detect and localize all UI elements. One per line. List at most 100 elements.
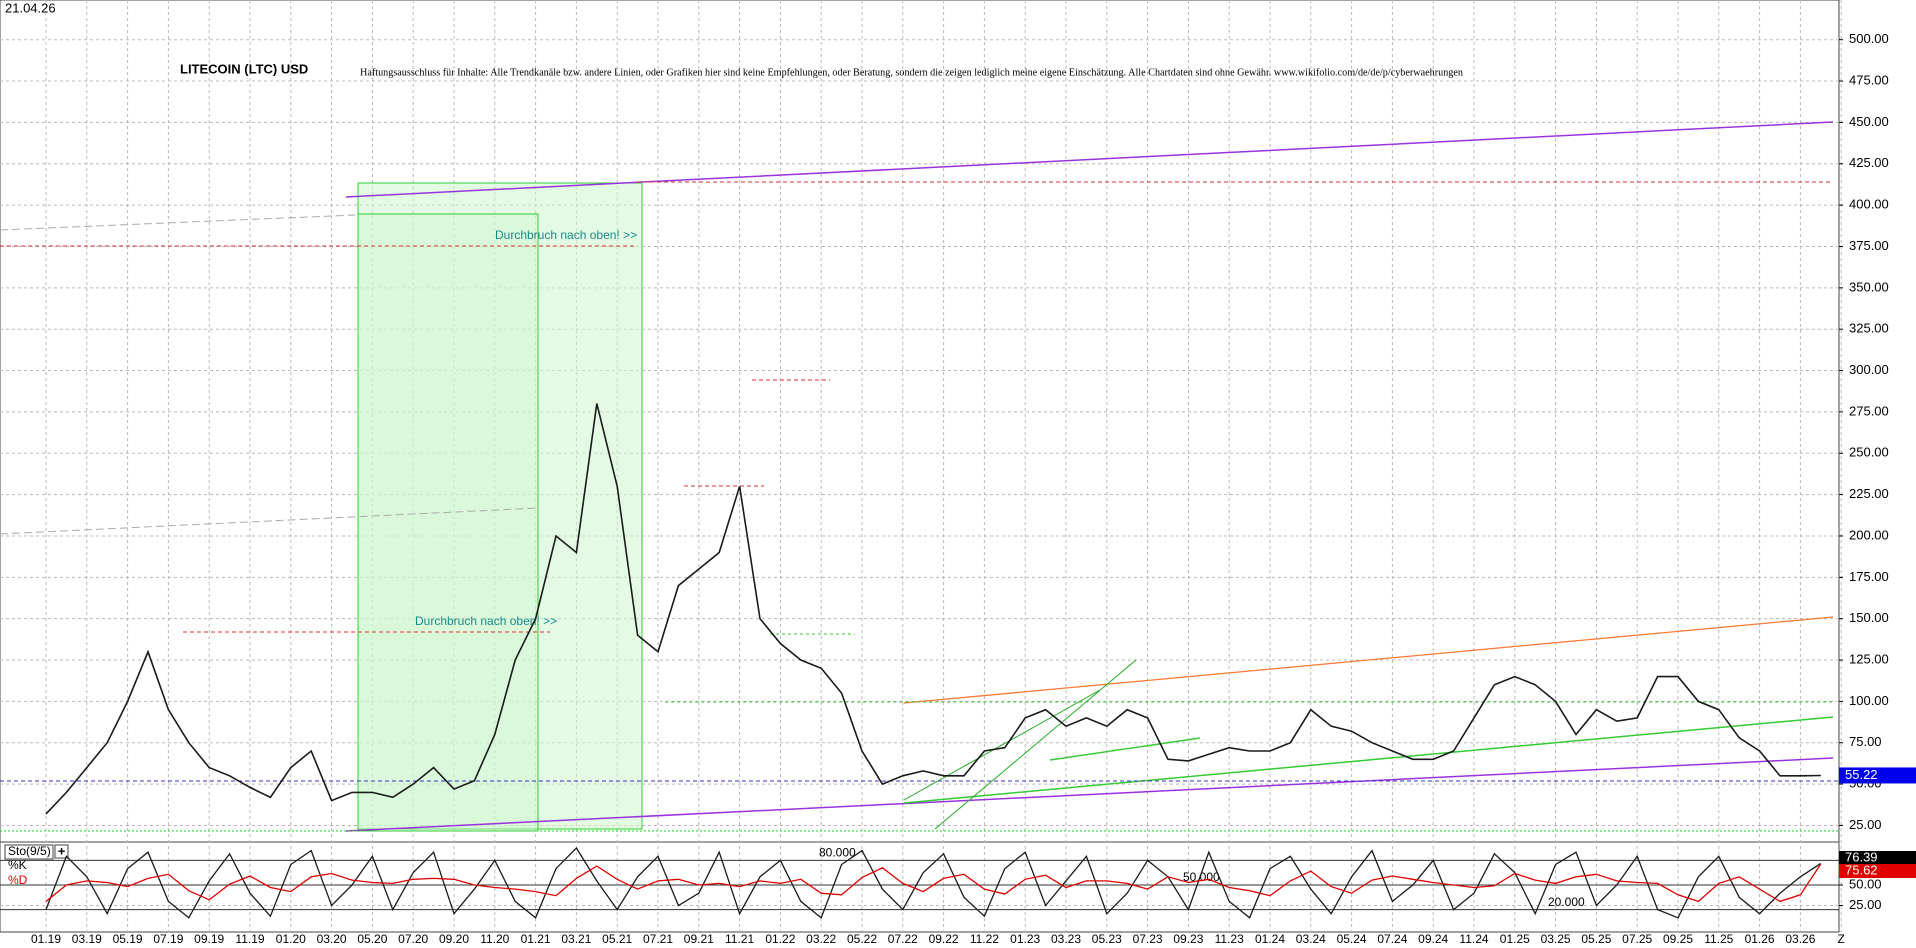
- trend-line: [1049, 737, 1201, 761]
- legend-label: %D: [8, 873, 28, 887]
- x-tick-label: 05.19: [113, 932, 143, 946]
- indicator-title: Sto(9/5): [8, 844, 51, 858]
- y-tick-label: 500.00: [1849, 31, 1889, 46]
- y-tick-label: 400.00: [1849, 197, 1889, 212]
- x-tick-label: 07.22: [888, 932, 918, 946]
- y-tick-label: 325.00: [1849, 321, 1889, 336]
- x-tick-label: 01.19: [31, 932, 61, 946]
- y-tick-label: 425.00: [1849, 155, 1889, 170]
- x-tick-label: 03.26: [1785, 932, 1815, 946]
- y-tick-label: 25.00: [1849, 897, 1882, 912]
- y-tick-label: 250.00: [1849, 445, 1889, 460]
- series-line: [45, 863, 1822, 903]
- x-tick-label: 09.25: [1663, 932, 1693, 946]
- grid: [0, 0, 1842, 932]
- x-tick-label: 03.23: [1051, 932, 1081, 946]
- y-tick-label: 150.00: [1849, 610, 1889, 625]
- breakout-box: [357, 182, 643, 830]
- x-tick-label: 11.20: [480, 932, 509, 946]
- x-tick-label: 05.22: [847, 932, 877, 946]
- x-tick-label: 01.21: [521, 932, 551, 946]
- value-flag-label: 75.62: [1845, 862, 1878, 877]
- legend-label: %K: [8, 858, 27, 872]
- y-tick-label: 25.00: [1849, 817, 1882, 832]
- trend-line: [903, 689, 1101, 801]
- y-tick-label: 475.00: [1849, 72, 1889, 87]
- breakout-box: [357, 213, 539, 832]
- y-tick-label: 375.00: [1849, 238, 1889, 253]
- x-tick-label: 09.23: [1173, 932, 1203, 946]
- trend-line: [345, 121, 1834, 198]
- x-tick-label: 01.26: [1745, 932, 1775, 946]
- x-tick-label: 09.22: [929, 932, 959, 946]
- trend-line: [934, 659, 1137, 830]
- x-tick-label: 11.24: [1459, 932, 1488, 946]
- y-tick-label: 175.00: [1849, 569, 1889, 584]
- x-tick-label: 09.24: [1418, 932, 1448, 946]
- drawings: [0, 121, 1839, 832]
- x-tick-label: 03.24: [1296, 932, 1326, 946]
- x-tick-label: 03.22: [806, 932, 836, 946]
- x-tick-label: 01.25: [1500, 932, 1530, 946]
- x-tick-label: 11.23: [1215, 932, 1244, 946]
- x-tick-label: 09.20: [439, 932, 469, 946]
- x-tick-label: 07.20: [398, 932, 428, 946]
- annotation: Durchbruch nach oben! >>: [415, 614, 557, 628]
- y-tick-label: 50.00: [1849, 876, 1882, 891]
- y-tick-label: 200.00: [1849, 527, 1889, 542]
- price-flag-label: 55.22: [1845, 767, 1878, 782]
- x-tick-label: 11.19: [235, 932, 264, 946]
- x-tick-label: 01.24: [1255, 932, 1285, 946]
- trend-line: [903, 716, 1834, 804]
- add-icon: +: [58, 843, 66, 858]
- trend-line: [0, 507, 539, 535]
- y-tick-label: 100.00: [1849, 693, 1889, 708]
- trend-line: [903, 616, 1834, 704]
- add-button[interactable]: [54, 844, 69, 859]
- y-tick-label: 300.00: [1849, 362, 1889, 377]
- x-tick-label: 11.22: [970, 932, 999, 946]
- x-tick-label: 05.24: [1337, 932, 1367, 946]
- x-tick-label: 03.25: [1541, 932, 1571, 946]
- x-tick-label: 07.21: [643, 932, 673, 946]
- series-line: [45, 847, 1822, 919]
- stochastic-panel: [0, 841, 1840, 933]
- x-tick-label: 09.19: [194, 932, 224, 946]
- level-label: 80.000: [819, 846, 856, 860]
- x-tick-label: Z: [1838, 932, 1845, 946]
- x-tick-label: 03.21: [561, 932, 591, 946]
- x-tick-label: 09.21: [684, 932, 714, 946]
- price-panel: [0, 0, 1840, 843]
- x-tick-label: 07.24: [1377, 932, 1407, 946]
- x-tick-label: 05.20: [357, 932, 387, 946]
- level-label: 20.000: [1548, 895, 1585, 909]
- x-tick-label: 05.23: [1092, 932, 1122, 946]
- x-tick-label: 01.23: [1010, 932, 1040, 946]
- x-tick-label: 11.21: [725, 932, 754, 946]
- x-tick-label: 07.23: [1133, 932, 1163, 946]
- value-flag-label: 76.39: [1845, 849, 1878, 864]
- series-line: [45, 403, 1821, 815]
- disclaimer: Haftungsausschluss für Inhalte: Alle Tre…: [360, 67, 1463, 78]
- y-tick-label: 75.00: [1849, 734, 1882, 749]
- value-flag: [1839, 851, 1916, 865]
- y-tick-label: 225.00: [1849, 486, 1889, 501]
- chart-title: LITECOIN (LTC) USD: [180, 61, 308, 76]
- x-tick-label: 01.20: [276, 932, 306, 946]
- x-tick-label: 03.19: [72, 932, 102, 946]
- x-tick-label: 11.25: [1704, 932, 1733, 946]
- y-tick-label: 450.00: [1849, 114, 1889, 129]
- annotation: Durchbruch nach oben! >>: [495, 228, 637, 242]
- y-tick-label: 275.00: [1849, 403, 1889, 418]
- y-tick-label: 350.00: [1849, 279, 1889, 294]
- y-tick-label: 125.00: [1849, 651, 1889, 666]
- x-tick-label: 05.21: [602, 932, 632, 946]
- trend-line: [345, 757, 1834, 832]
- value-flag: [1839, 864, 1916, 878]
- x-tick-label: 03.20: [317, 932, 347, 946]
- x-tick-label: 07.19: [153, 932, 183, 946]
- indicator-box[interactable]: [4, 844, 54, 860]
- x-tick-label: 07.25: [1622, 932, 1652, 946]
